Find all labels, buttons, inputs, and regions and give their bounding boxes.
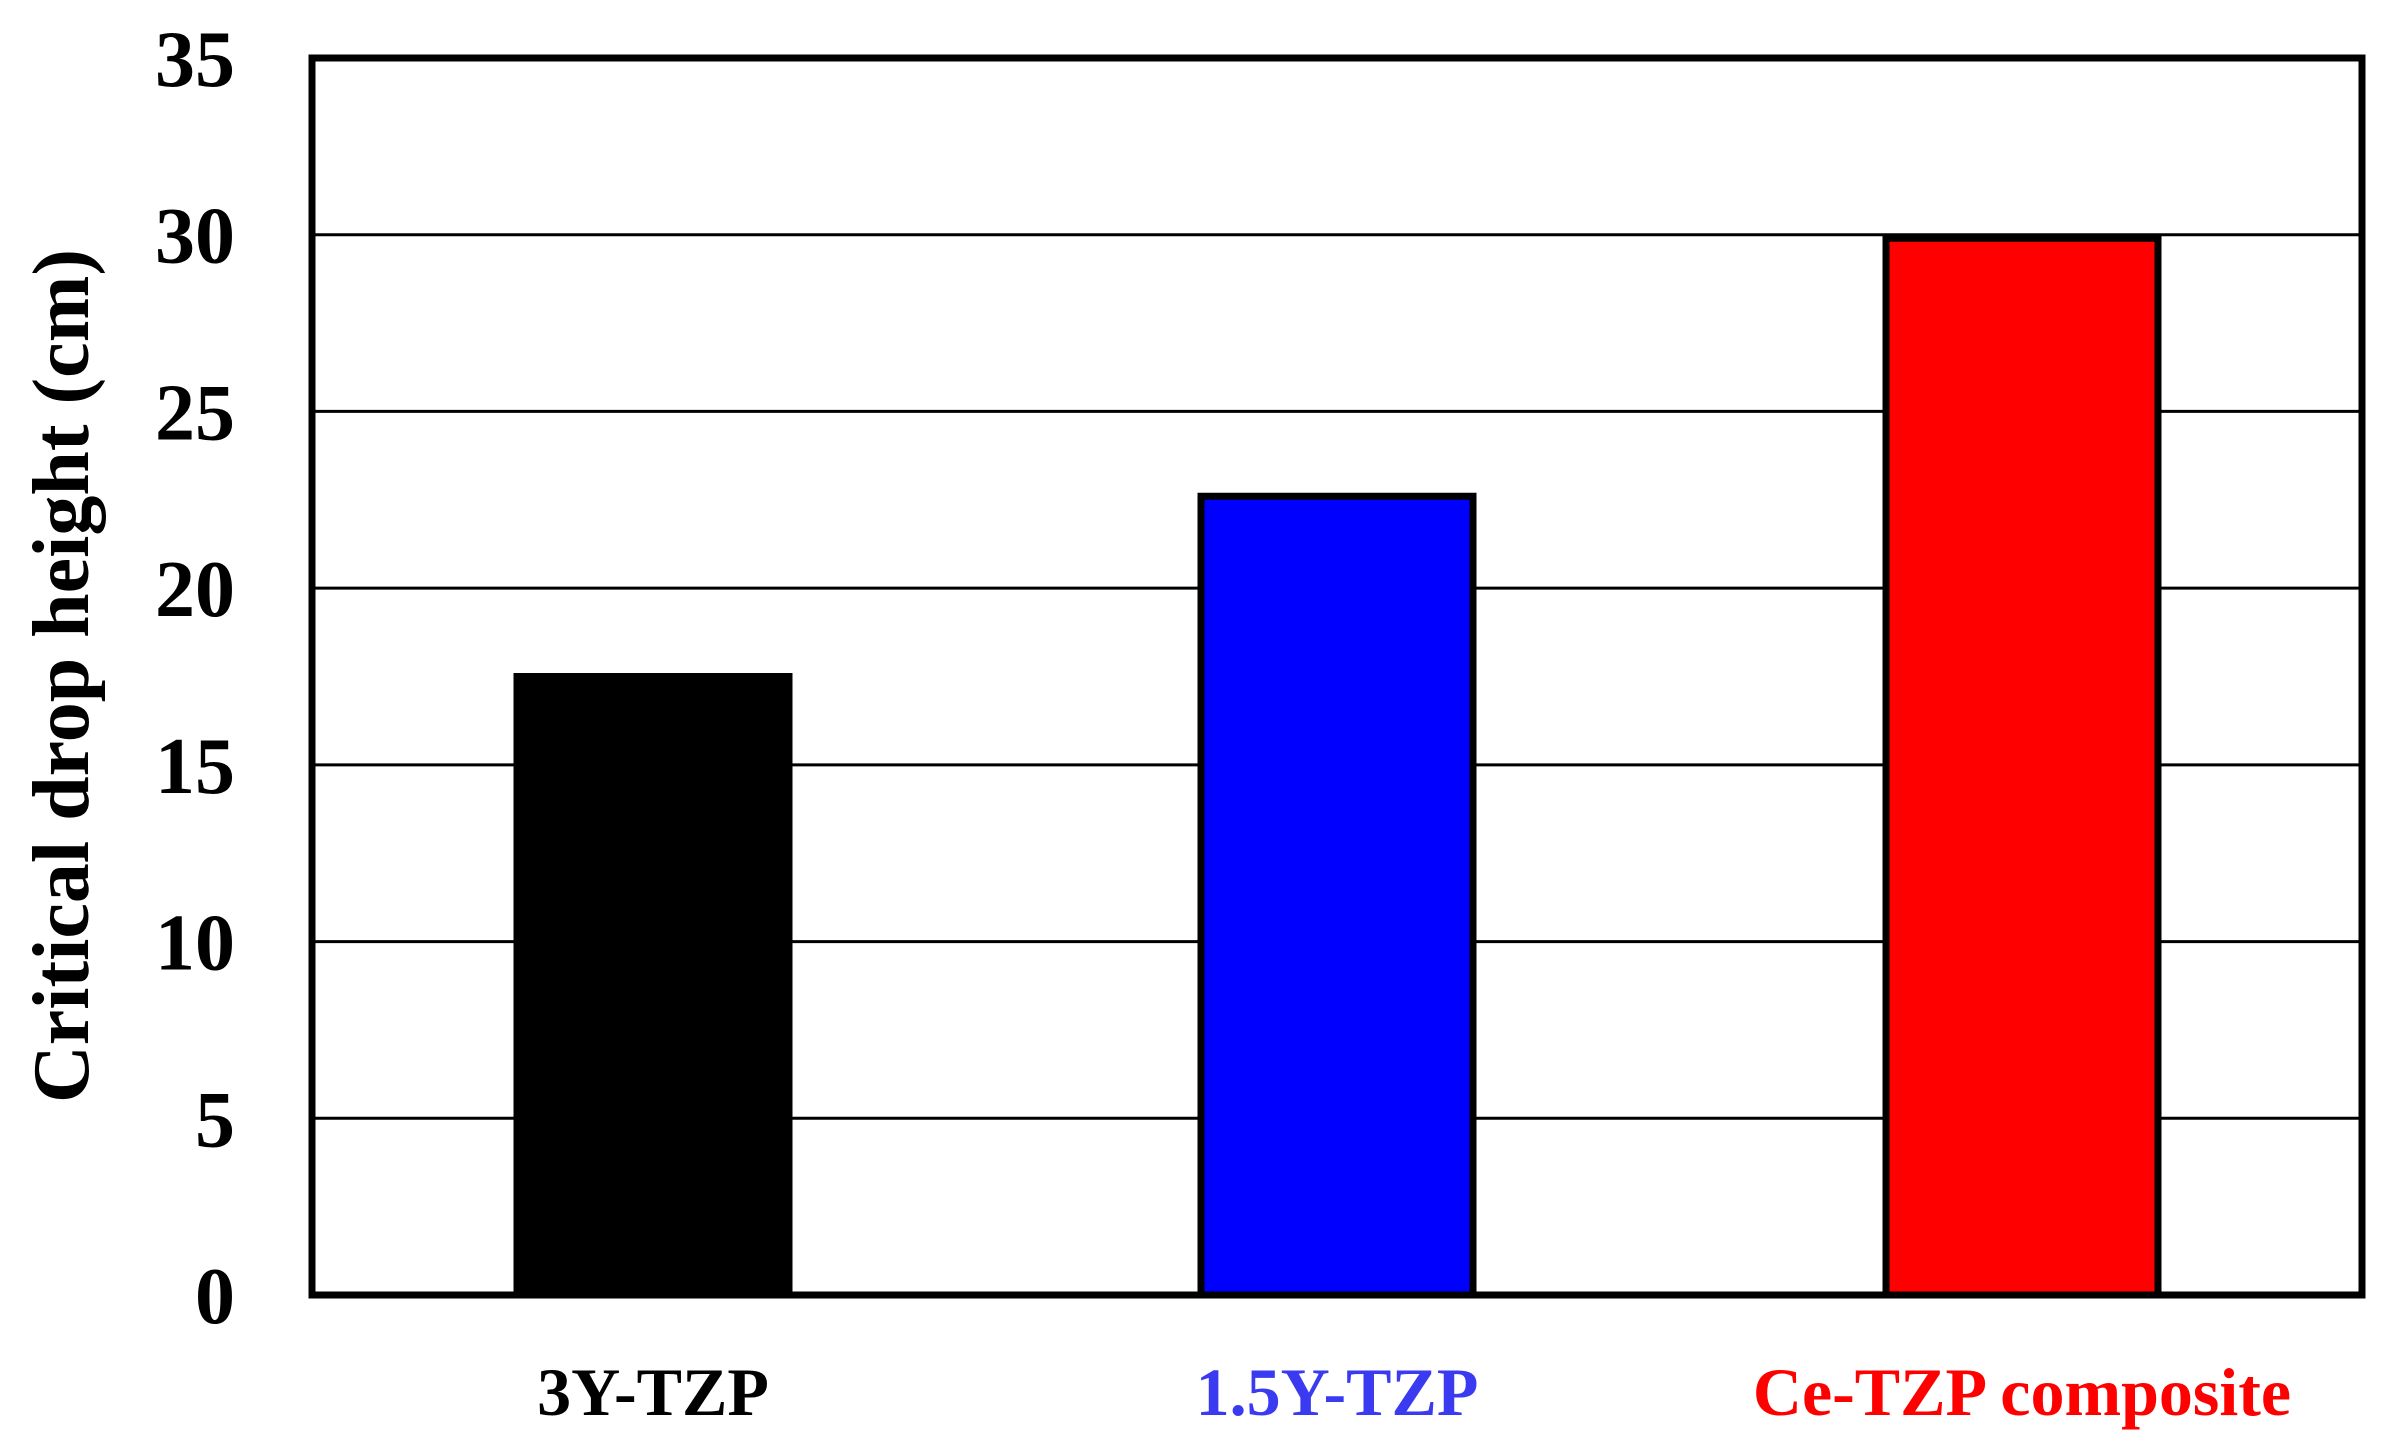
y-tick-labels: 0 5 10 15 20 25 30 35	[155, 16, 235, 1341]
y-tick-label: 20	[155, 546, 235, 634]
bar	[1197, 492, 1477, 1299]
y-tick-label: 0	[195, 1253, 235, 1341]
bar	[513, 673, 793, 1299]
x-tick-label: Ce-TZP composite	[1753, 1354, 2291, 1430]
y-tick-label: 35	[155, 16, 235, 104]
bar	[1882, 234, 2162, 1299]
x-tick-labels: 3Y-TZP 1.5Y-TZP Ce-TZP composite	[537, 1354, 2291, 1430]
plot-frame	[308, 54, 2366, 1299]
y-tick-label: 25	[155, 369, 235, 457]
y-axis-title: Critical drop height (cm)	[18, 249, 106, 1103]
y-tick-label: 15	[155, 723, 235, 811]
y-tick-label: 5	[195, 1076, 235, 1164]
x-tick-label: 1.5Y-TZP	[1196, 1354, 1479, 1430]
bars	[513, 234, 2162, 1299]
y-tick-label: 30	[155, 193, 235, 281]
y-tick-label: 10	[155, 900, 235, 988]
x-tick-label: 3Y-TZP	[537, 1354, 769, 1430]
